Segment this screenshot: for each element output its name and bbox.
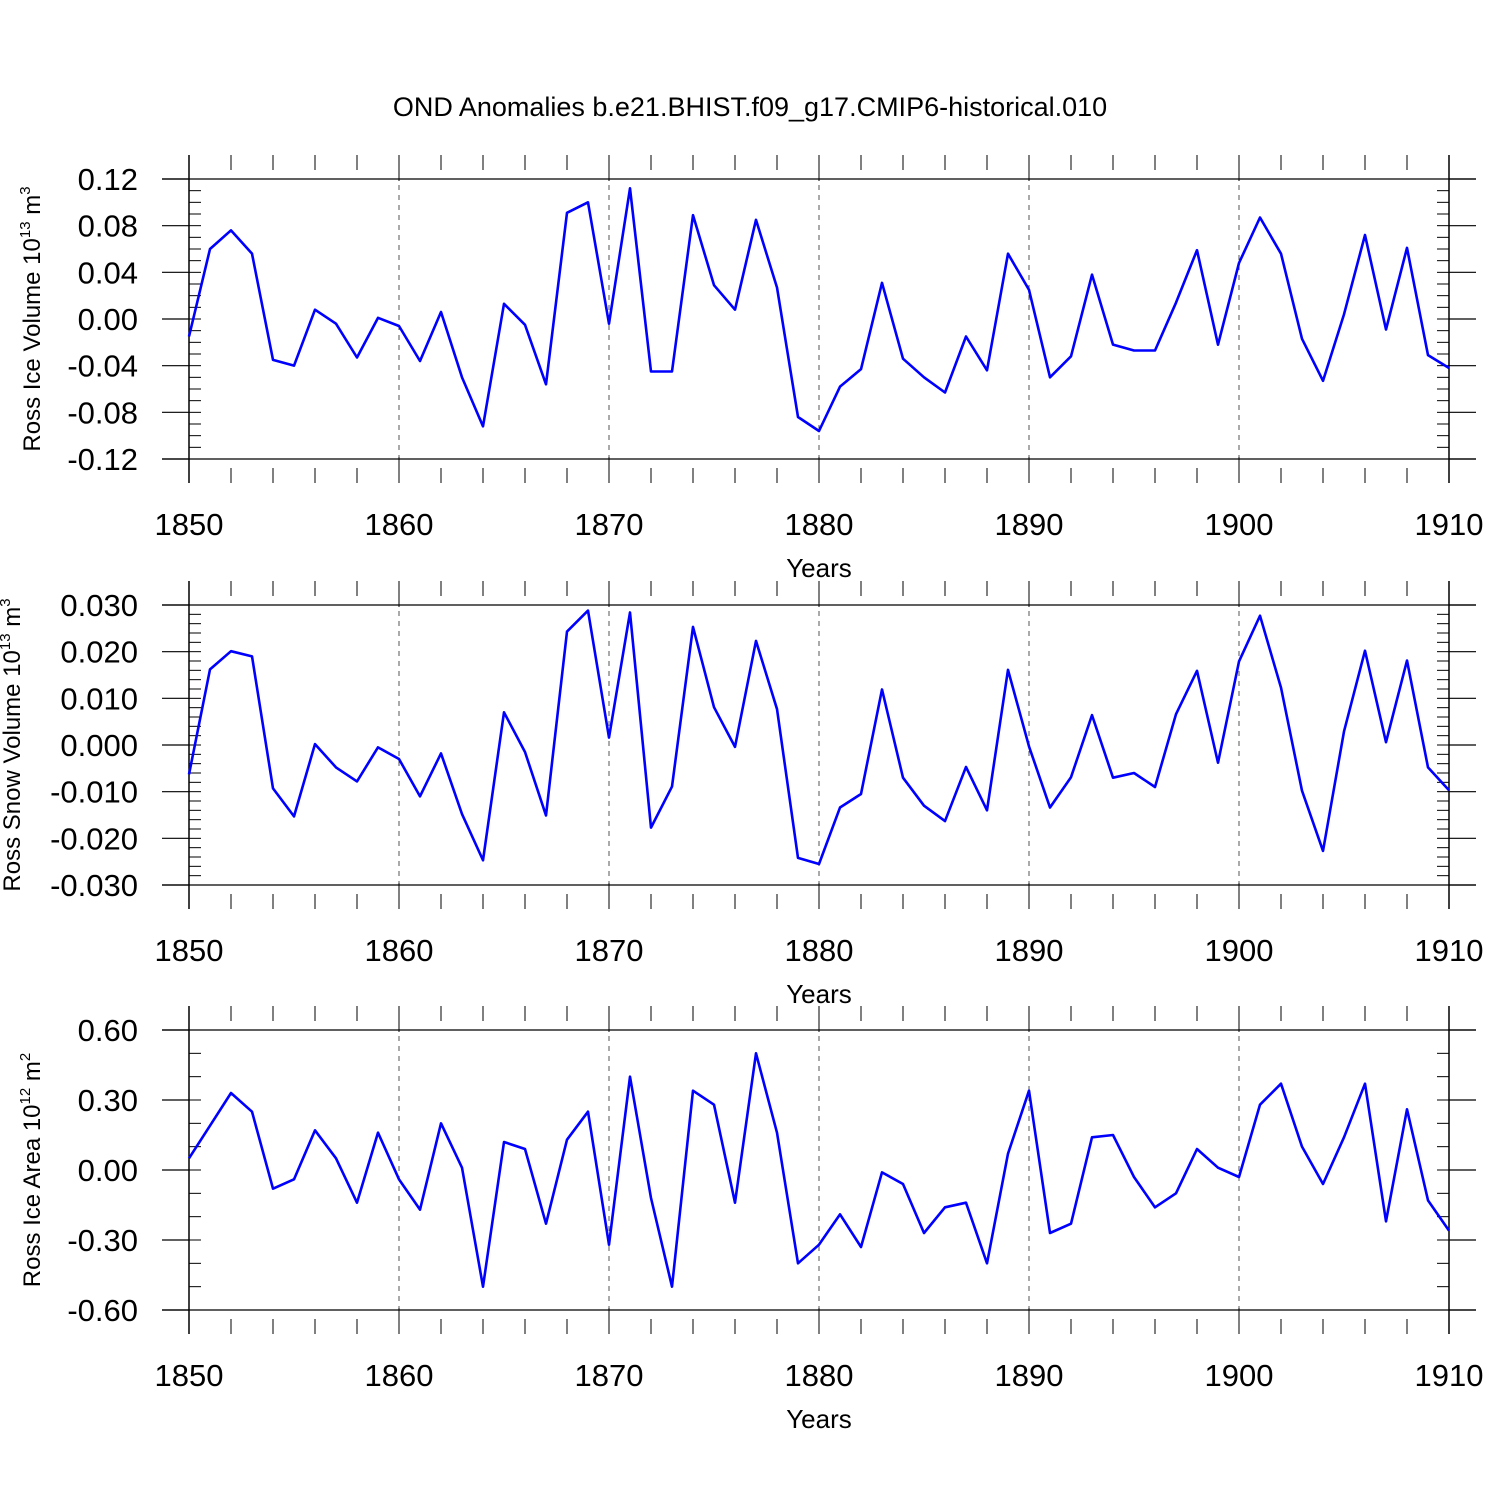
figure-title: OND Anomalies b.e21.BHIST.f09_g17.CMIP6-… [393, 92, 1107, 122]
x-tick-label: 1890 [995, 507, 1064, 542]
y-tick-label: 0.020 [60, 635, 138, 670]
x-tick-label: 1890 [995, 1358, 1064, 1393]
x-tick-label: 1910 [1415, 933, 1484, 968]
y-axis-label: Ross Ice Area 1012 m2 [17, 1053, 46, 1287]
y-tick-label: 0.08 [78, 209, 138, 244]
x-tick-label: 1880 [785, 1358, 854, 1393]
x-tick-label: 1880 [785, 507, 854, 542]
y-tick-label: -0.010 [50, 775, 138, 810]
x-tick-label: 1900 [1205, 1358, 1274, 1393]
x-axis-label: Years [786, 553, 852, 583]
panel-ice-area: -0.60 -0.30 0.00 0.30 0.60 1850 1860 1870 1880 18… [17, 1006, 1483, 1434]
x-tick-label: 1870 [575, 933, 644, 968]
y-axis-label: Ross Snow Volume 1013 m3 [0, 598, 26, 891]
x-tick-label: 1870 [575, 1358, 644, 1393]
y-tick-label: 0.60 [78, 1013, 138, 1048]
x-tick-label: 1850 [155, 1358, 224, 1393]
x-axis-label: Years [786, 1404, 852, 1434]
series-line [187, 609, 1450, 866]
y-tick-label: 0.010 [60, 681, 138, 716]
x-tick-label: 1900 [1205, 507, 1274, 542]
y-tick-label: 0.12 [78, 162, 138, 197]
y-tick-label: -0.04 [67, 349, 138, 384]
y-tick-label: 0.00 [78, 1153, 138, 1188]
y-tick-label: 0.30 [78, 1083, 138, 1118]
x-tick-label: 1860 [365, 1358, 434, 1393]
x-tick-label: 1910 [1415, 1358, 1484, 1393]
y-tick-label: -0.08 [67, 395, 138, 430]
x-tick-label: 1870 [575, 507, 644, 542]
y-tick-label: 0.00 [78, 302, 138, 337]
panel-ice-volume: -0.12 -0.08 -0.04 0.00 0.04 0.08 0.12 1850 1860 1… [17, 155, 1483, 583]
x-tick-label: 1910 [1415, 507, 1484, 542]
x-axis-label: Years [786, 979, 852, 1009]
series-line [187, 1052, 1451, 1288]
x-tick-label: 1890 [995, 933, 1064, 968]
y-tick-label: 0.000 [60, 728, 138, 763]
y-tick-label: -0.12 [67, 442, 138, 477]
y-tick-label: -0.60 [67, 1293, 138, 1328]
y-tick-label: -0.30 [67, 1223, 138, 1258]
x-tick-label: 1850 [155, 507, 224, 542]
series-line [187, 187, 1450, 433]
y-axis-label: Ross Ice Volume 1013 m3 [17, 186, 46, 451]
x-tick-label: 1900 [1205, 933, 1274, 968]
x-tick-label: 1880 [785, 933, 854, 968]
x-tick-label: 1860 [365, 507, 434, 542]
x-tick-label: 1850 [155, 933, 224, 968]
y-tick-label: -0.020 [50, 821, 138, 856]
panel-snow-volume: -0.030 -0.020 -0.010 0.000 0.010 0.020 0.030 18… [0, 581, 1483, 1009]
y-tick-label: 0.04 [78, 255, 138, 290]
y-tick-label: -0.030 [50, 868, 138, 903]
x-tick-label: 1860 [365, 933, 434, 968]
y-tick-label: 0.030 [60, 588, 138, 623]
